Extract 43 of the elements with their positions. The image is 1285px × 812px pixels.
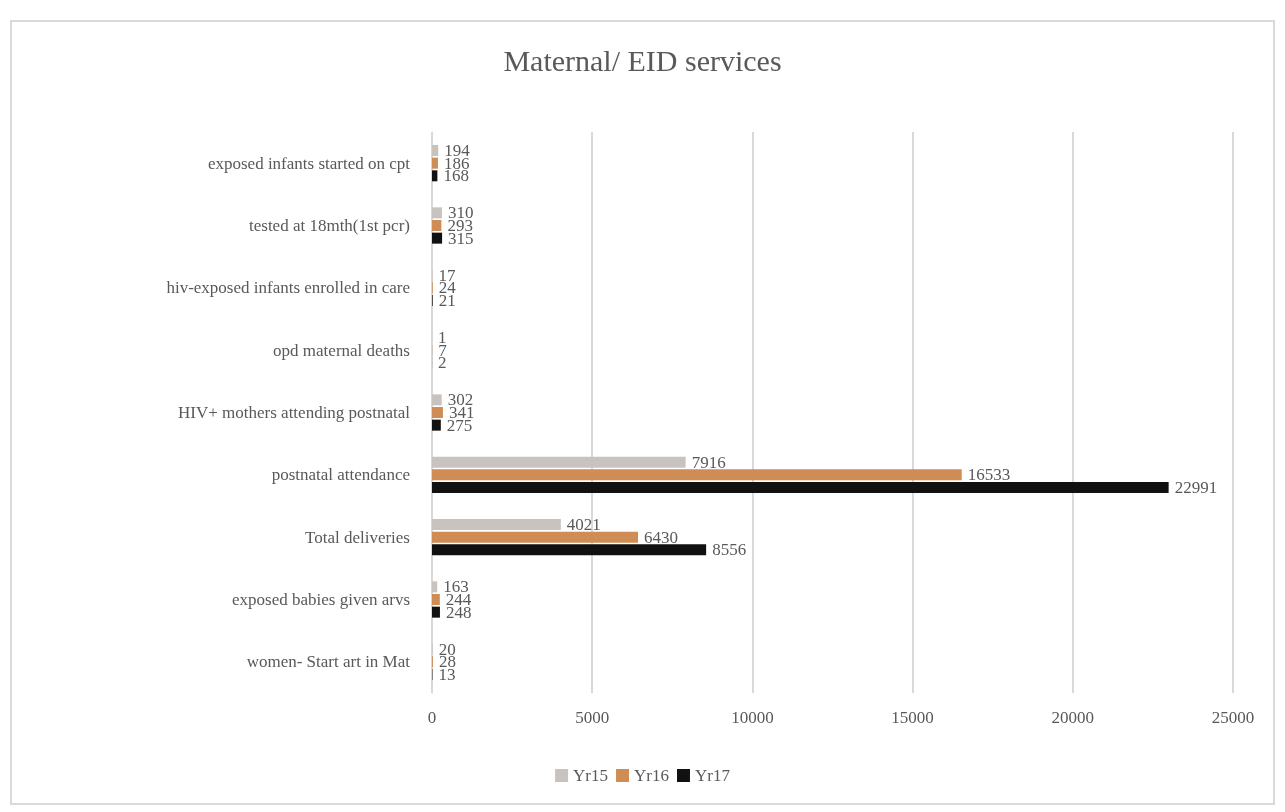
legend-label: Yr15 [573, 766, 609, 785]
y-tick-label: hiv-exposed infants enrolled in care [166, 278, 410, 298]
bar [432, 581, 438, 593]
legend-label: Yr17 [694, 766, 731, 785]
y-tick-label: postnatal attendance [271, 465, 410, 485]
bar [432, 232, 443, 244]
bar [432, 544, 707, 556]
y-tick-label: exposed babies given arvs [232, 590, 410, 609]
data-label: 16533 [967, 465, 1011, 485]
x-tick-label: 15000 [891, 708, 934, 727]
x-tick-label: 0 [427, 708, 437, 727]
chart-title: Maternal/ EID services [503, 43, 782, 77]
data-label: 7916 [691, 452, 726, 472]
bar [432, 220, 442, 231]
y-tick-label: HIV+ mothers attending postnatal [178, 403, 411, 422]
y-tick-label: Total deliveries [304, 527, 410, 547]
bar [432, 157, 438, 169]
y-tick-label: women- Start art in Mat [246, 652, 411, 672]
x-tick-label: 5000 [575, 708, 610, 727]
y-tick-label: tested at 18mth(1st pcr) [249, 216, 410, 235]
x-tick-label: 25000 [1211, 708, 1255, 727]
data-label: 4021 [566, 515, 601, 535]
data-label: 8556 [712, 540, 747, 560]
bar [432, 394, 442, 406]
bar [432, 481, 1169, 493]
data-label: 22991 [1174, 477, 1218, 497]
bar [432, 170, 438, 182]
bar [432, 606, 440, 618]
bar [432, 407, 443, 418]
bar [432, 519, 561, 531]
bar [432, 531, 639, 543]
bar [432, 594, 440, 605]
bar [432, 456, 686, 468]
bar [432, 207, 442, 219]
x-tick-label: 20000 [1051, 708, 1095, 727]
data-label: 6430 [644, 527, 679, 547]
legend-label: Yr16 [634, 766, 669, 785]
x-tick-label: 10000 [731, 708, 774, 727]
bar [432, 469, 962, 481]
y-tick-label: exposed infants started on cpt [207, 153, 411, 173]
bar [432, 145, 439, 157]
bar [432, 419, 441, 431]
y-tick-label: opd maternal deaths [273, 340, 410, 360]
